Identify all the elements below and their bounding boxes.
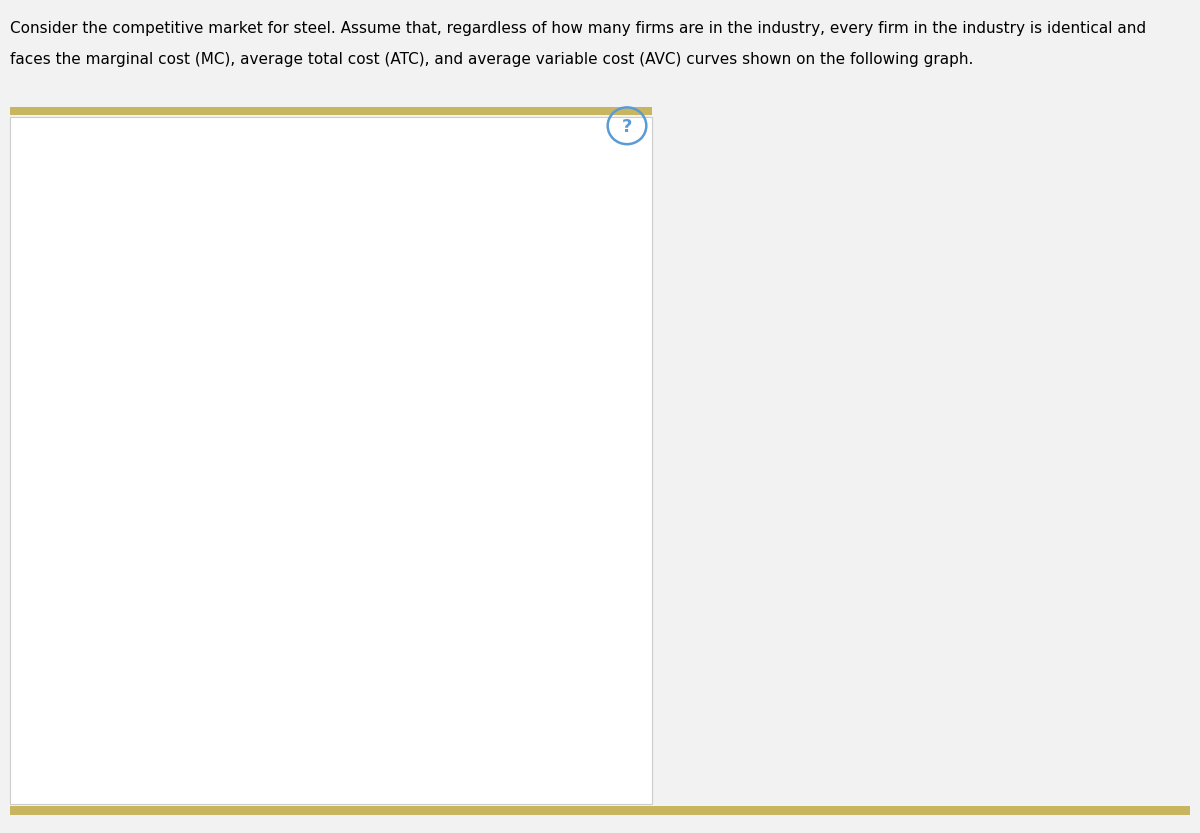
Text: AVC: AVC — [250, 666, 278, 681]
Y-axis label: COSTS (Dollars per tonne): COSTS (Dollars per tonne) — [30, 366, 44, 559]
Text: ATC: ATC — [250, 533, 276, 547]
X-axis label: QUANTITY (Thousands of tonnes): QUANTITY (Thousands of tonnes) — [227, 780, 469, 795]
Text: faces the marginal cost (MC), average total cost (ATC), and average variable cos: faces the marginal cost (MC), average to… — [10, 52, 973, 67]
Text: Consider the competitive market for steel. Assume that, regardless of how many f: Consider the competitive market for stee… — [10, 21, 1146, 36]
Text: ?: ? — [622, 118, 632, 137]
Text: MC: MC — [145, 682, 168, 696]
